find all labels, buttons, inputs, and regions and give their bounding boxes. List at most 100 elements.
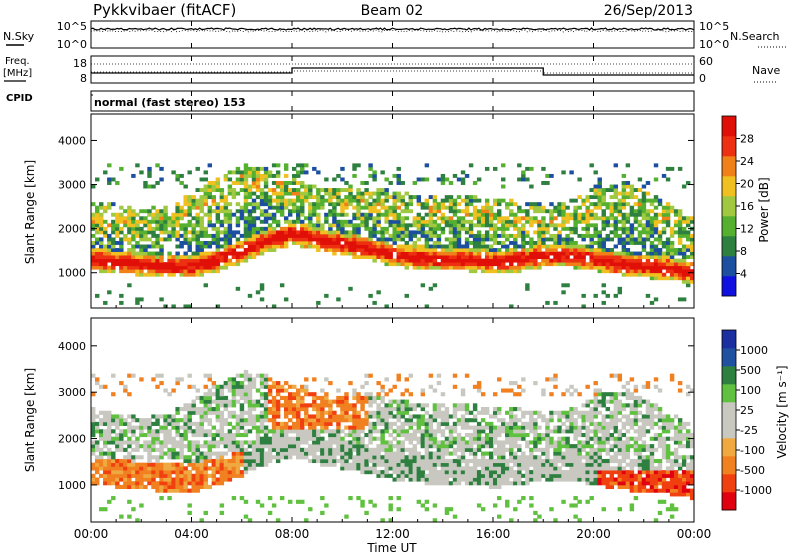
heatmap-cell: [195, 447, 200, 452]
heatmap-cell: [420, 503, 426, 508]
heatmap-cell: [147, 184, 152, 189]
heatmap-cell: [247, 414, 253, 419]
heatmap-cell: [553, 244, 558, 249]
heatmap-cell: [380, 455, 385, 460]
heatmap-cell: [669, 255, 675, 260]
heatmap-cell: [653, 212, 659, 217]
heatmap-cell: [316, 233, 321, 238]
heatmap-cell: [517, 226, 522, 231]
heatmap-cell: [609, 237, 614, 242]
heatmap-cell: [593, 248, 598, 252]
heatmap-cell: [525, 444, 530, 449]
heatmap-cell: [677, 233, 683, 238]
heatmap-cell: [436, 403, 442, 408]
heatmap-cell: [480, 265, 486, 270]
heatmap-cell: [215, 226, 221, 231]
heatmap-cell: [561, 262, 566, 267]
colorbar-swatch: [722, 276, 736, 297]
heatmap-cell: [340, 237, 345, 242]
heatmap-cell: [356, 209, 361, 214]
heatmap-cell: [521, 248, 526, 252]
heatmap-cell: [255, 499, 261, 504]
heatmap-cell: [159, 258, 164, 263]
heatmap-cell: [308, 233, 313, 238]
heatmap-cell: [372, 251, 377, 256]
heatmap-cell: [143, 466, 148, 471]
heatmap-cell: [681, 219, 687, 224]
heatmap-cell: [509, 447, 514, 452]
heatmap-cell: [263, 432, 269, 438]
heatmap-cell: [316, 403, 321, 408]
heatmap-cell: [605, 255, 610, 260]
heatmap-cell: [452, 477, 458, 482]
heatmap-cell: [119, 237, 124, 242]
heatmap-cell: [255, 202, 261, 207]
heatmap-cell: [541, 262, 546, 267]
heatmap-cell: [561, 436, 566, 441]
heatmap-cell: [320, 414, 325, 419]
heatmap-cell: [601, 258, 606, 263]
heatmap-cell: [368, 470, 373, 475]
heatmap-cell: [368, 202, 373, 207]
heatmap-cell: [255, 237, 261, 242]
heatmap-cell: [163, 473, 168, 478]
heatmap-cell: [308, 188, 313, 192]
heatmap-cell: [476, 240, 482, 245]
heatmap-cell: [175, 432, 180, 438]
heatmap-cell: [312, 223, 317, 228]
heatmap-cell: [428, 421, 434, 426]
heatmap-cell: [171, 455, 176, 460]
heatmap-cell: [432, 436, 438, 441]
heatmap-cell: [617, 269, 623, 274]
heatmap-cell: [376, 429, 381, 434]
heatmap-cell: [468, 436, 474, 441]
heatmap-cell: [629, 272, 635, 277]
heatmap-cell: [505, 425, 510, 430]
heatmap-cell: [107, 205, 112, 210]
heatmap-cell: [585, 212, 590, 217]
heatmap-cell: [589, 265, 594, 270]
heatmap-cell: [685, 237, 691, 242]
heatmap-cell: [428, 233, 434, 238]
heatmap-cell: [388, 209, 393, 214]
heatmap-cell: [380, 436, 385, 441]
heatmap-cell: [400, 425, 405, 430]
heatmap-cell: [553, 300, 558, 305]
heatmap-cell: [364, 466, 369, 471]
heatmap-cell: [115, 447, 120, 452]
heatmap-cell: [561, 209, 566, 214]
heatmap-cell: [143, 440, 148, 445]
heatmap-cell: [420, 205, 426, 210]
heatmap-cell: [432, 223, 438, 228]
heatmap-cell: [283, 455, 289, 460]
heatmap-cell: [167, 429, 172, 434]
heatmap-cell: [380, 255, 385, 260]
heatmap-cell: [219, 223, 225, 228]
heatmap-cell: [444, 510, 450, 515]
heatmap-cell: [179, 255, 184, 260]
heatmap-cell: [629, 191, 635, 196]
heatmap-cell: [308, 212, 313, 217]
heatmap-cell: [452, 470, 458, 475]
heatmap-cell: [392, 414, 397, 419]
heatmap-cell: [585, 248, 590, 252]
heatmap-cell: [199, 444, 204, 449]
heatmap-cell: [384, 451, 389, 456]
heatmap-cell: [320, 230, 325, 235]
heatmap-cell: [480, 466, 486, 471]
heatmap-cell: [352, 421, 357, 426]
heatmap-cell: [151, 466, 156, 471]
heatmap-cell: [657, 251, 663, 256]
heatmap-cell: [460, 388, 466, 393]
heatmap-cell: [513, 237, 518, 242]
heatmap-cell: [440, 219, 446, 224]
heatmap-cell: [191, 403, 196, 408]
heatmap-cell: [175, 470, 180, 475]
heatmap-cell: [677, 248, 683, 252]
heatmap-cell: [123, 432, 128, 438]
heatmap-cell: [392, 223, 397, 228]
heatmap-cell: [275, 181, 281, 185]
heatmap-cell: [480, 410, 486, 415]
heatmap-cell: [517, 233, 522, 238]
heatmap-cell: [392, 248, 397, 252]
